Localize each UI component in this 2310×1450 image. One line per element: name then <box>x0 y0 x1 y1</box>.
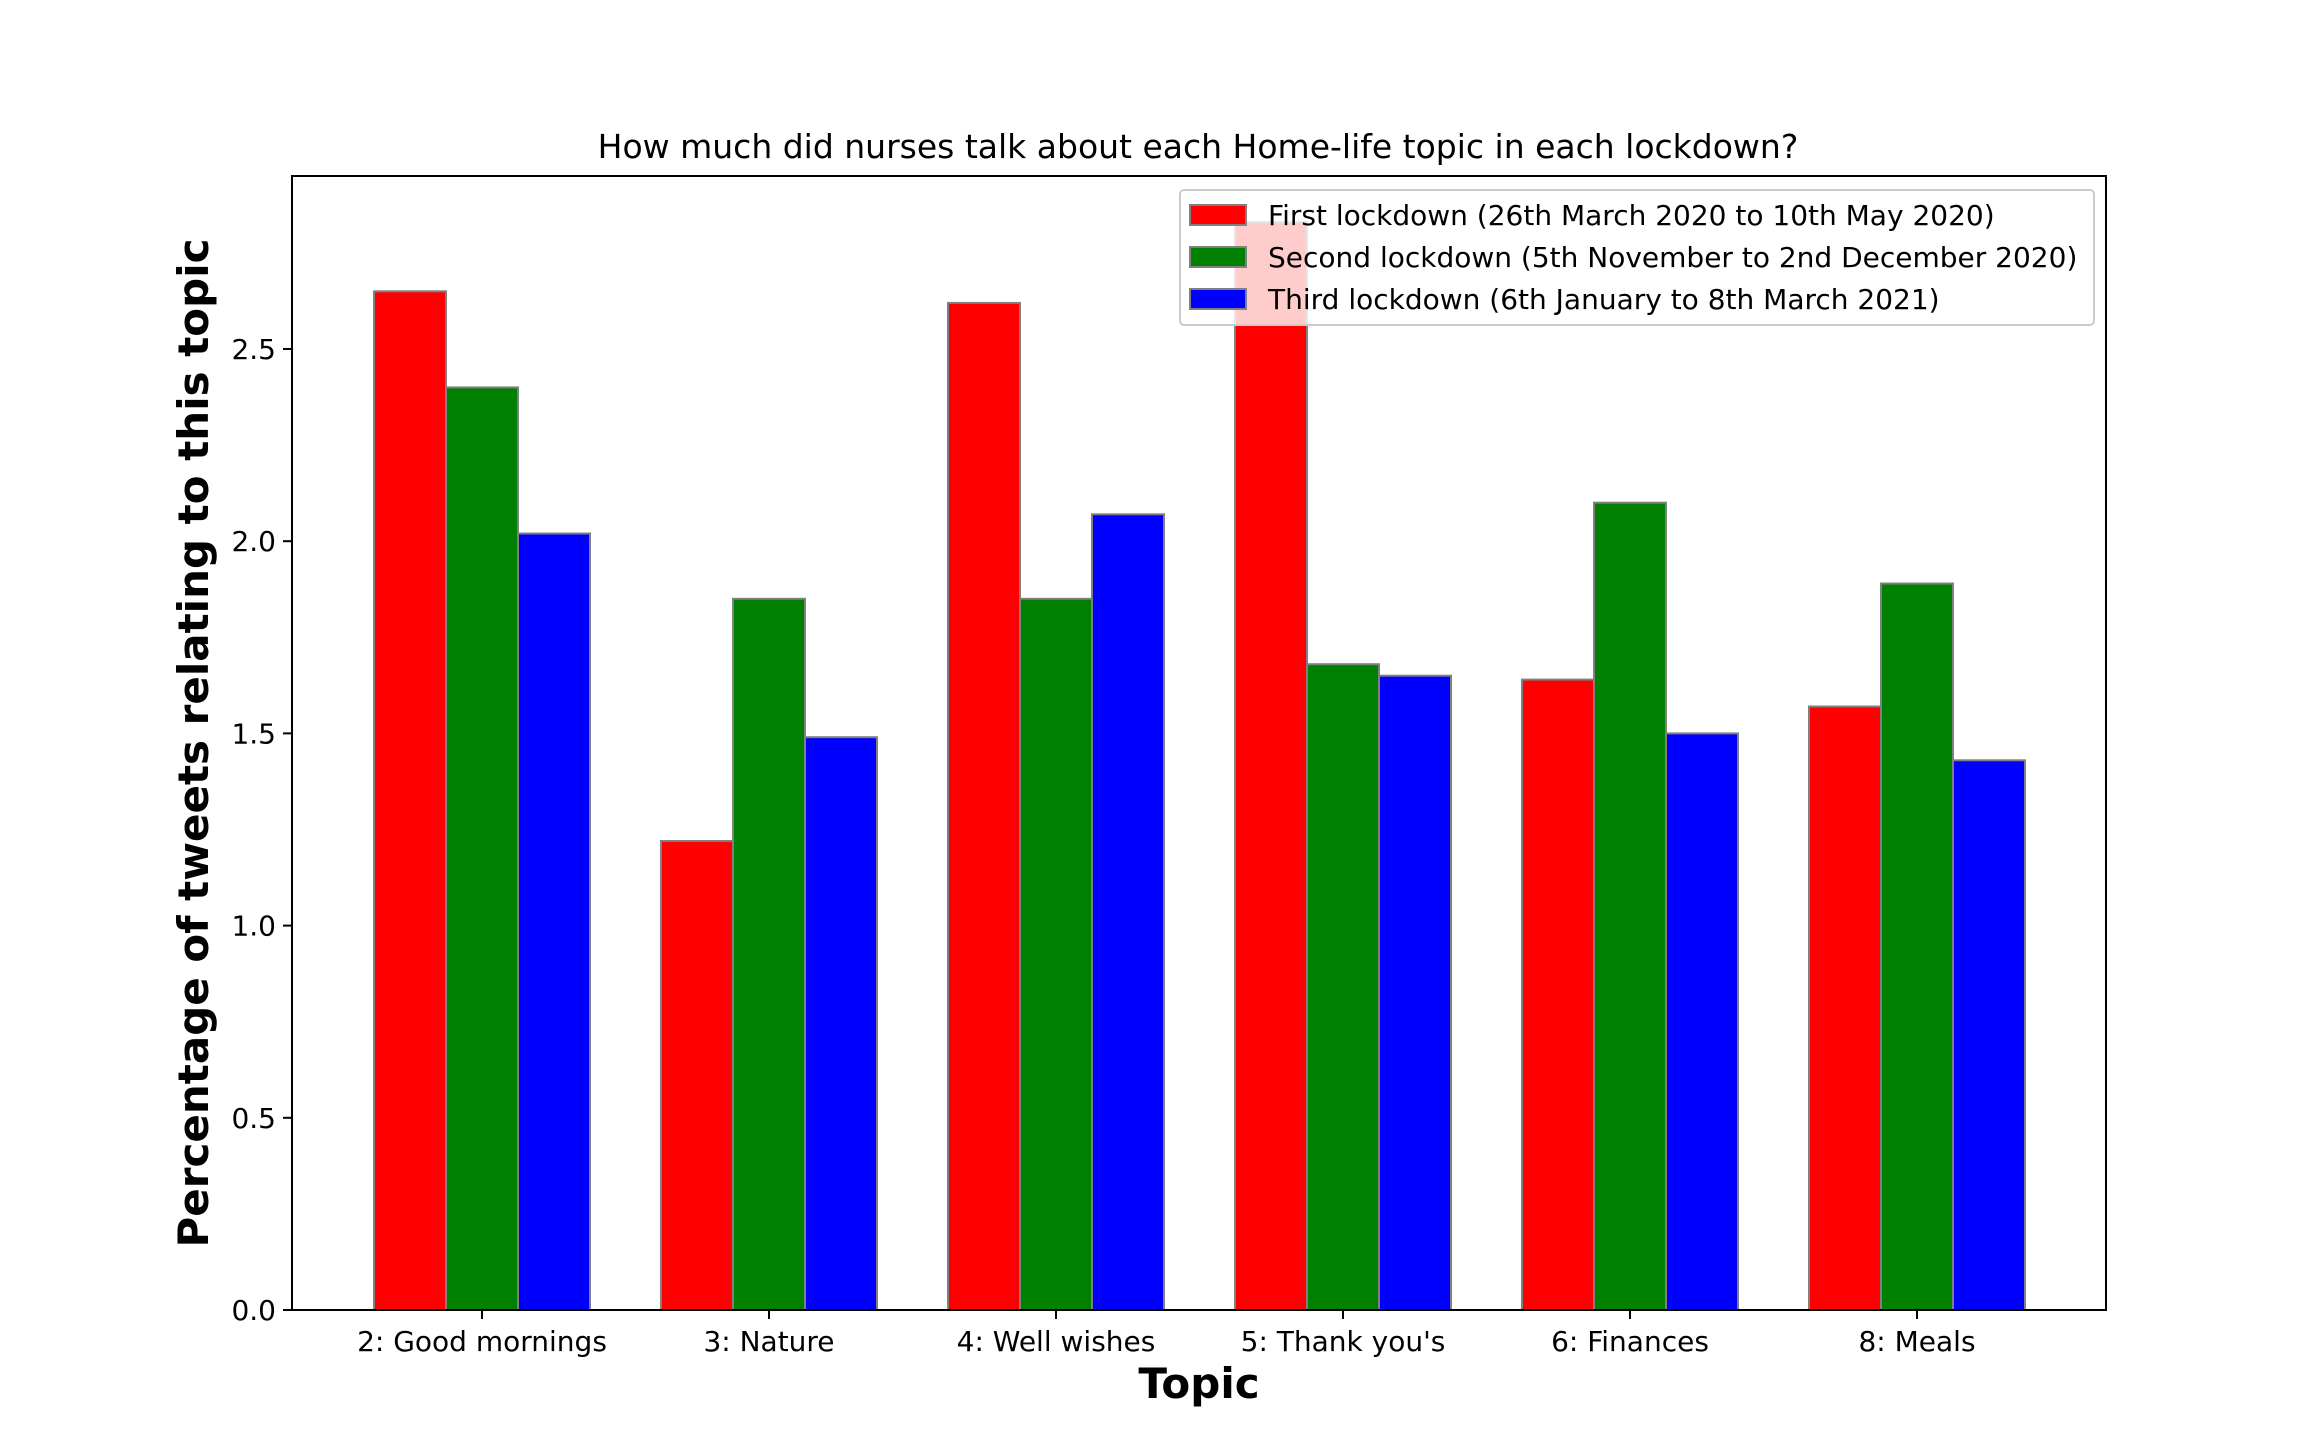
legend-label-2: Second lockdown (5th November to 2nd Dec… <box>1268 241 2077 274</box>
y-tick-label: 0.5 <box>231 1102 276 1135</box>
y-tick-label: 0.0 <box>231 1294 276 1327</box>
bar-series-3-5 <box>1665 732 1739 1311</box>
bar-series-2-4 <box>1306 663 1380 1311</box>
legend-swatch-2 <box>1189 246 1247 268</box>
x-tick-label: 4: Well wishes <box>957 1325 1156 1358</box>
bar-series-3-4 <box>1378 674 1452 1311</box>
legend-frame <box>1179 189 2095 326</box>
chart-title: How much did nurses talk about each Home… <box>598 127 1799 166</box>
y-axis: 0.0 0.5 1.0 1.5 2.0 2.5 <box>231 333 292 1327</box>
y-tick-label: 1.5 <box>231 717 276 750</box>
y-axis-title: Percentage of tweets relating to this to… <box>169 239 218 1248</box>
bar-series-1-5 <box>1521 678 1595 1311</box>
bar-series-2-3 <box>1019 597 1093 1311</box>
y-tick-label: 2.5 <box>231 333 276 366</box>
bar-series-1-2 <box>660 840 734 1311</box>
x-tick-label: 8: Meals <box>1858 1325 1975 1358</box>
y-tick-label: 2.0 <box>231 525 276 558</box>
x-tick-label: 5: Thank you's <box>1241 1325 1446 1358</box>
x-axis-title: Topic <box>1138 1359 1259 1408</box>
legend-label-3: Third lockdown (6th January to 8th March… <box>1267 283 1940 316</box>
bar-series-3-3 <box>1091 513 1165 1311</box>
bars-layer <box>373 221 2026 1312</box>
bar-series-2-2 <box>732 597 806 1311</box>
legend-swatch-3 <box>1189 288 1247 310</box>
bar-series-1-6 <box>1808 705 1882 1311</box>
bar-series-3-6 <box>1952 759 2026 1311</box>
plot-frame <box>291 175 2107 1311</box>
bar-series-2-6 <box>1880 582 1954 1311</box>
x-axis: 2: Good mornings 3: Nature 4: Well wishes 5… <box>357 1310 1976 1358</box>
bar-series-3-2 <box>804 736 878 1311</box>
bar-series-2-5 <box>1593 501 1667 1311</box>
x-tick-label: 6: Finances <box>1551 1325 1709 1358</box>
bar-series-1-1 <box>373 290 447 1311</box>
legend-swatch-1 <box>1189 204 1247 226</box>
bar-series-1-3 <box>947 301 1021 1311</box>
bar-series-1-4 <box>1234 221 1308 1312</box>
x-tick-label: 2: Good mornings <box>357 1325 607 1358</box>
x-tick-label: 3: Nature <box>703 1325 834 1358</box>
bar-series-3-1 <box>517 532 591 1311</box>
legend: First lockdown (26th March 2020 to 10th … <box>1179 189 2095 326</box>
y-tick-label: 1.0 <box>231 910 276 943</box>
bar-series-2-1 <box>445 386 519 1311</box>
legend-label-1: First lockdown (26th March 2020 to 10th … <box>1268 199 1995 232</box>
